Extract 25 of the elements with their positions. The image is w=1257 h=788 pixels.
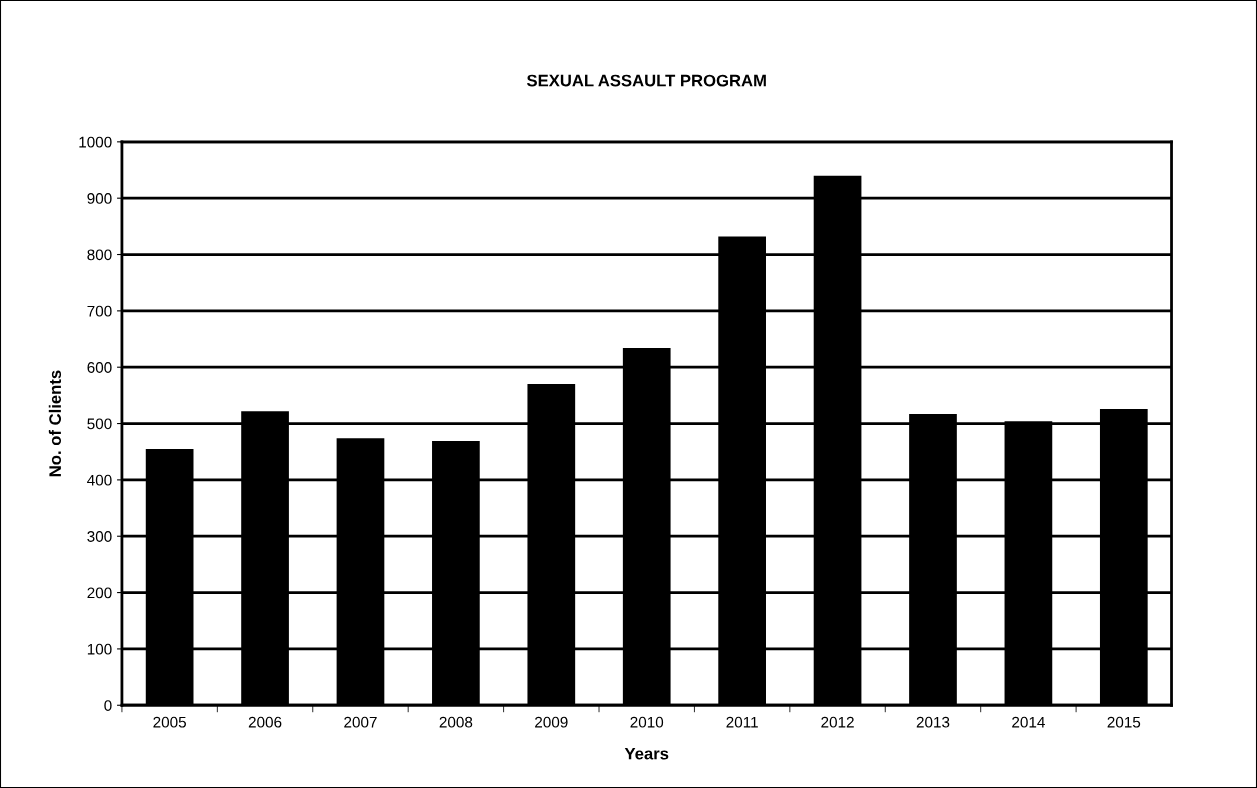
x-tick-label: 2015 [1107, 716, 1141, 728]
x-axis-title: Years [624, 747, 669, 760]
y-tick-label: 800 [87, 249, 112, 261]
y-tick-label: 900 [87, 193, 112, 204]
chart-title: SEXUAL ASSAULT PROGRAM [526, 74, 766, 87]
x-tick-label: 2010 [630, 716, 664, 728]
x-tick-label: 2013 [916, 716, 950, 728]
y-tick-label: 500 [87, 418, 112, 430]
y-tick-label: 400 [87, 474, 112, 486]
y-tick-label: 600 [87, 362, 112, 373]
y-tick-label: 200 [87, 587, 112, 599]
y-axis-title: No. of Clients [48, 370, 62, 477]
x-tick-label: 2006 [248, 716, 282, 728]
x-tick-label: 2009 [535, 716, 568, 728]
x-tick-label: 2014 [1012, 716, 1045, 728]
x-tick-label: 2011 [726, 716, 758, 728]
y-tick-label: 0 [104, 700, 112, 711]
y-tick-label: 1000 [79, 136, 112, 148]
x-tick-label: 2012 [821, 716, 854, 728]
x-tick-label: 2005 [153, 716, 186, 728]
y-tick-label: 300 [87, 531, 112, 542]
x-tick-label: 2007 [344, 716, 377, 728]
y-tick-label: 100 [87, 643, 112, 655]
x-tick-label: 2008 [439, 716, 473, 728]
y-tick-label: 700 [87, 305, 112, 317]
